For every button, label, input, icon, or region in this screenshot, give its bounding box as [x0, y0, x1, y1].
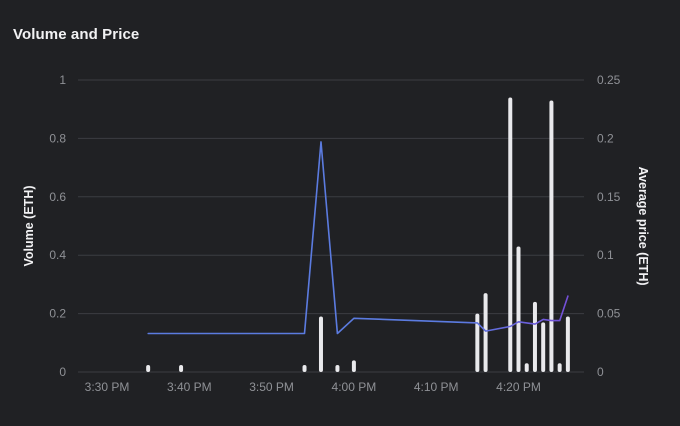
x-tick-label: 3:40 PM: [167, 380, 212, 394]
volume-bar: [508, 97, 513, 373]
y-right-tick-label: 0.05: [597, 307, 621, 321]
y-left-tick-label: 0.2: [49, 307, 66, 321]
x-axis-ticks: 3:30 PM 3:40 PM 3:50 PM 4:00 PM 4:10 PM 4:20 …: [85, 380, 541, 394]
volume-bar: [302, 365, 307, 372]
volume-bar: [565, 316, 570, 372]
left-axis-ticks: 0 0.2 0.4 0.6 0.8 1: [49, 73, 66, 379]
volume-bar: [549, 100, 554, 372]
volume-bar: [351, 360, 356, 372]
volume-bar: [483, 293, 488, 372]
volume-bar: [541, 322, 546, 372]
right-axis-ticks: 0 0.05 0.1 0.15 0.2 0.25: [597, 73, 621, 379]
y-right-tick-label: 0.1: [597, 248, 614, 262]
volume-bar: [532, 301, 537, 372]
y-left-tick-label: 0.8: [49, 131, 66, 145]
volume-bar: [146, 365, 151, 372]
y-right-tick-label: 0: [597, 365, 604, 379]
y-right-tick-label: 0.25: [597, 73, 621, 87]
chart-title: Volume and Price: [13, 26, 140, 43]
x-tick-label: 4:20 PM: [496, 380, 541, 394]
volume-bar: [318, 316, 323, 372]
y-left-tick-label: 0.6: [49, 190, 66, 204]
left-axis-title: Volume (ETH): [22, 185, 36, 266]
y-left-tick-label: 0: [59, 365, 66, 379]
grid-lines: [78, 79, 584, 373]
y-right-tick-label: 0.2: [597, 131, 614, 145]
volume-bar: [524, 363, 529, 372]
y-right-tick-label: 0.15: [597, 190, 621, 204]
volume-bar: [516, 246, 521, 372]
volume-bar: [179, 365, 184, 372]
x-tick-label: 3:30 PM: [85, 380, 130, 394]
y-left-tick-label: 1: [59, 73, 66, 87]
volume-bars: [146, 97, 570, 373]
x-tick-label: 3:50 PM: [249, 380, 294, 394]
volume-bar: [557, 363, 562, 372]
volume-bar: [475, 313, 480, 372]
price-line: [147, 141, 569, 335]
volume-bar: [335, 365, 340, 372]
price-series-line: [147, 141, 569, 335]
x-tick-label: 4:10 PM: [414, 380, 459, 394]
right-axis-title: Average price (ETH): [636, 166, 650, 285]
x-tick-label: 4:00 PM: [332, 380, 377, 394]
y-left-tick-label: 0.4: [49, 248, 66, 262]
